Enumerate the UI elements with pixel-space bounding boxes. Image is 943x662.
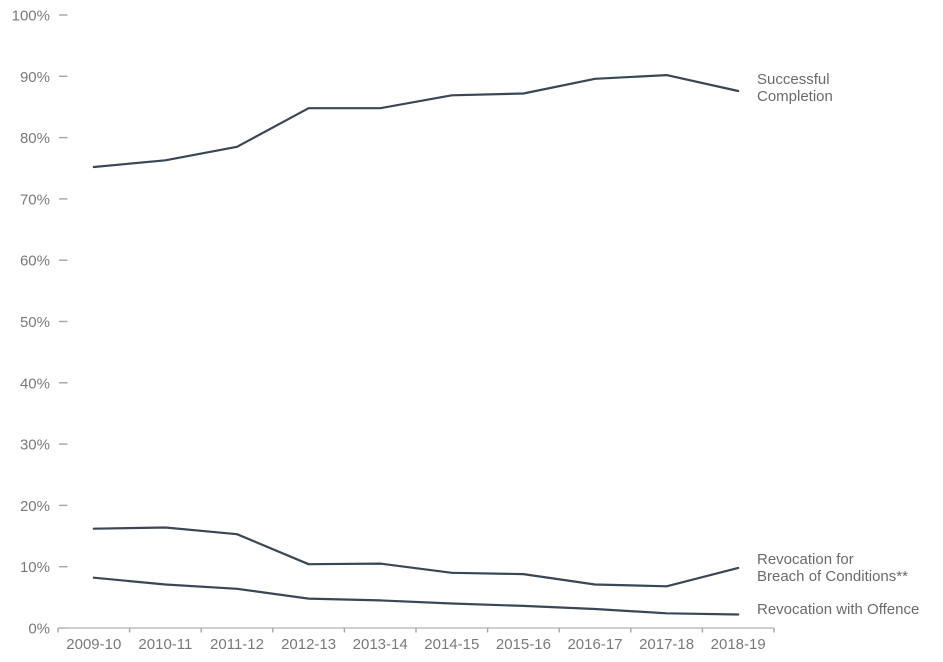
x-axis-tick-label: 2009-10	[66, 636, 121, 653]
series-line-revocation-breach-of-conditions	[92, 526, 740, 588]
y-axis-tick-label: 30%	[20, 437, 50, 454]
y-axis-tick-label: 0%	[28, 621, 50, 638]
y-axis-tick-label: 90%	[20, 69, 50, 86]
y-axis-tick-label: 10%	[20, 559, 50, 576]
series-label-revocation-breach-of-conditions: Revocation for Breach of Conditions**	[757, 551, 908, 585]
series-label-line: Breach of Conditions**	[757, 568, 908, 585]
x-axis-tick-label: 2015-16	[496, 636, 551, 653]
x-axis-tick-label: 2016-17	[567, 636, 622, 653]
x-axis-tick-label: 2010-11	[138, 636, 192, 653]
series-label-successful-completion: Successful Completion	[757, 71, 833, 105]
series-label-line: Completion	[757, 88, 833, 105]
x-axis-tick-label: 2014-15	[424, 636, 479, 653]
series-line-successful-completion	[92, 73, 740, 169]
y-axis-tick-label: 70%	[20, 191, 50, 208]
series-label-line: Revocation for	[757, 551, 854, 568]
y-axis-tick-label: 80%	[20, 130, 50, 147]
series-line-revocation-with-offence	[92, 576, 740, 616]
series-label-line: Successful	[757, 71, 830, 88]
y-axis-tick-label: 60%	[20, 253, 50, 270]
y-axis-tick-label: 100%	[12, 8, 50, 25]
x-axis-tick-label: 2012-13	[281, 636, 336, 653]
y-axis-tick-label: 50%	[20, 314, 50, 331]
x-axis-tick-label: 2013-14	[353, 636, 408, 653]
y-axis-tick-label: 40%	[20, 375, 50, 392]
x-axis-tick-label: 2011-12	[210, 636, 264, 653]
y-axis-tick-label: 20%	[20, 498, 50, 515]
x-axis-tick-label: 2018-19	[711, 636, 766, 653]
x-axis-tick-label: 2017-18	[639, 636, 694, 653]
series-label-revocation-with-offence: Revocation with Offence	[757, 601, 919, 618]
series-label-line: Revocation with Offence	[757, 601, 920, 618]
